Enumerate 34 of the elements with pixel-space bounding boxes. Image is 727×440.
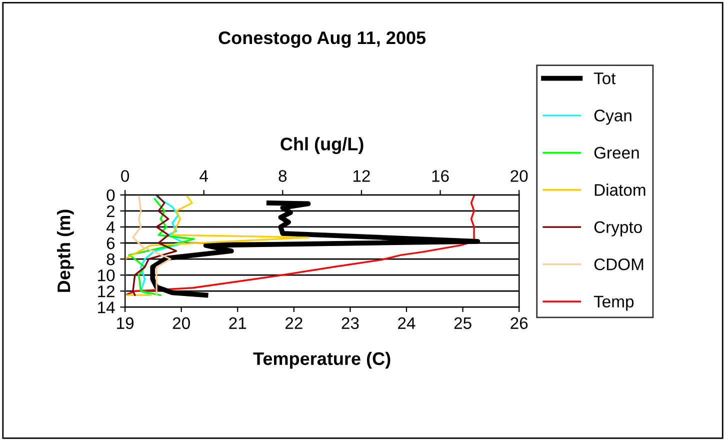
y-tick-label: 2 [106,205,114,217]
y-tick-label: 10 [98,269,115,282]
x-tick-label: 21 [229,317,246,329]
line-series [125,194,475,296]
legend-label: Cyan [594,110,632,125]
legend-label: Diatom [594,184,646,196]
y-tick-label: 4 [106,222,115,234]
x-tick-label: 20 [172,317,190,330]
y-tick-label: 8 [106,253,115,266]
x-tick-label: 19 [117,317,134,330]
legend-label: Green [594,146,639,159]
x2-tick-label: 0 [121,170,130,182]
x2-tick-label: 4 [200,170,208,182]
x-axis-title: Temperature (C) [253,352,390,369]
y-tick-label: 0 [106,189,115,202]
y-tick-label: 14 [98,302,115,314]
x-tick-label: 24 [398,317,416,329]
legend-label: CDOM [594,258,644,270]
x-tick-label: 25 [454,317,472,330]
x-tick-label: 23 [342,317,359,330]
legend-label: Temp [594,296,634,311]
legend-label: Tot [594,72,616,84]
y-tick-label: 6 [106,237,115,250]
y-axis-title: Depth (m) [56,210,74,292]
x-tick-label: 22 [285,317,302,329]
x2-tick-label: 16 [432,170,449,182]
legend-label: Crypto [594,221,642,236]
x2-tick-label: 8 [278,170,287,182]
x2-tick-label: 20 [510,170,528,182]
chart-title: Conestogo Aug 11, 2005 [218,31,426,48]
x-tick-label: 26 [510,317,528,330]
x2-axis-title: Chl (ug/L) [280,137,364,154]
x2-tick-label: 12 [353,170,370,182]
y-tick-label: 12 [98,285,114,298]
